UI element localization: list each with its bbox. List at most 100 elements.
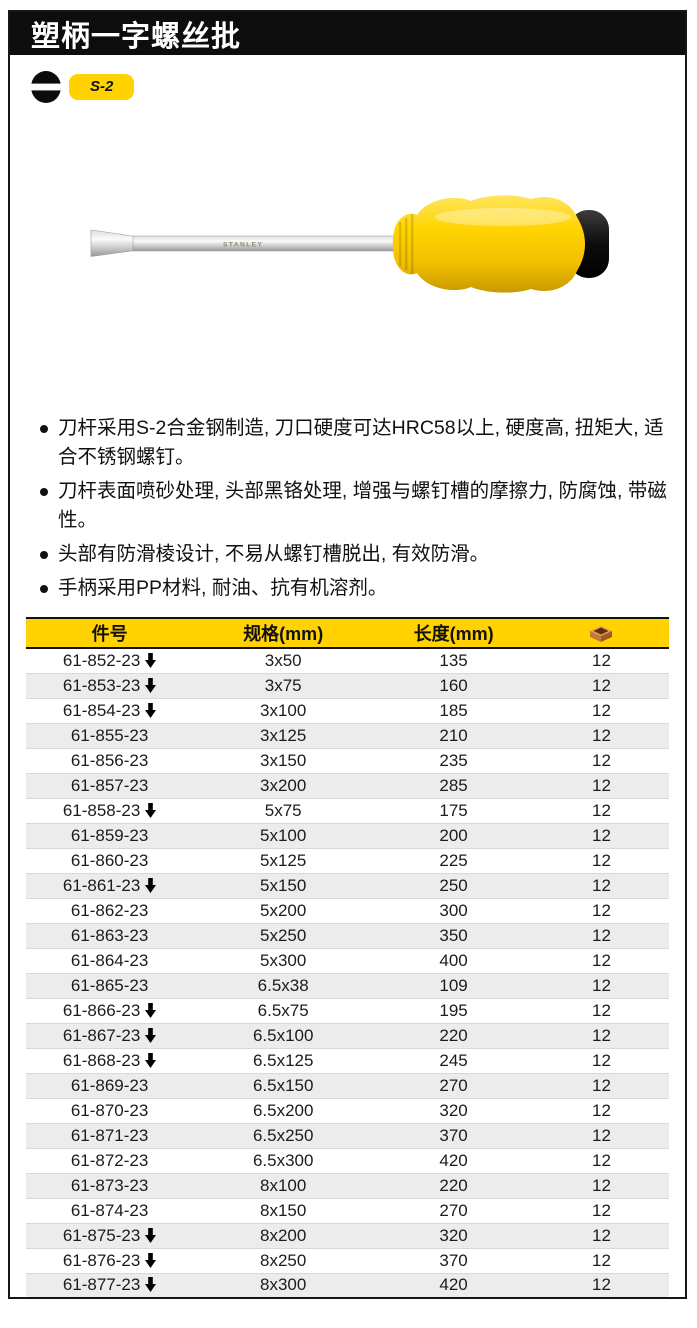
feature-item: 刀杆表面喷砂处理, 头部黑铬处理, 增强与螺钉槽的摩擦力, 防腐蚀, 带磁性。 bbox=[39, 477, 667, 535]
spec-value: 3x100 bbox=[193, 697, 374, 723]
part-number: 61-869-23 bbox=[70, 1075, 149, 1095]
pack-qty: 12 bbox=[533, 1197, 669, 1223]
part-number: 61-867-23 bbox=[62, 1025, 141, 1045]
pack-qty: 12 bbox=[533, 1147, 669, 1173]
length-value: 220 bbox=[373, 1022, 534, 1048]
part-number: 61-858-23 bbox=[62, 800, 141, 820]
table-row: 61-869-23 6.5x150 270 12 bbox=[26, 1072, 669, 1098]
pack-qty: 12 bbox=[533, 947, 669, 973]
length-value: 185 bbox=[373, 697, 534, 723]
part-number: 61-857-23 bbox=[70, 775, 149, 795]
new-item-arrow-icon bbox=[145, 1002, 157, 1018]
pack-qty: 12 bbox=[533, 1272, 669, 1297]
table-row: 61-872-23 6.5x300 420 12 bbox=[26, 1147, 669, 1173]
length-value: 285 bbox=[373, 772, 534, 798]
part-number: 61-873-23 bbox=[70, 1175, 149, 1195]
table-row: 61-866-23 6.5x75 195 12 bbox=[26, 997, 669, 1023]
shaft bbox=[132, 235, 403, 252]
length-value: 270 bbox=[373, 1197, 534, 1223]
spec-value: 5x250 bbox=[193, 922, 374, 948]
blade-tip bbox=[90, 229, 135, 257]
length-value: 370 bbox=[373, 1247, 534, 1273]
table-row: 61-877-23 8x300 420 12 bbox=[26, 1272, 669, 1297]
pack-qty: 12 bbox=[533, 722, 669, 748]
spec-value: 6.5x125 bbox=[193, 1047, 374, 1073]
spec-value: 5x300 bbox=[193, 947, 374, 973]
length-value: 220 bbox=[373, 1172, 534, 1198]
new-item-arrow-icon bbox=[145, 802, 157, 818]
handle-highlight bbox=[434, 208, 571, 226]
part-number: 61-853-23 bbox=[62, 675, 141, 695]
pack-qty: 12 bbox=[533, 747, 669, 773]
handle bbox=[392, 195, 585, 293]
table-row: 61-870-23 6.5x200 320 12 bbox=[26, 1097, 669, 1123]
part-number: 61-864-23 bbox=[70, 950, 149, 970]
new-item-arrow-icon bbox=[145, 1252, 157, 1268]
spec-value: 3x150 bbox=[193, 747, 374, 773]
spec-value: 8x200 bbox=[193, 1222, 374, 1248]
part-number: 61-862-23 bbox=[70, 900, 149, 920]
spec-value: 5x200 bbox=[193, 897, 374, 923]
length-value: 245 bbox=[373, 1047, 534, 1073]
new-item-arrow-icon bbox=[145, 877, 157, 893]
spec-value: 5x100 bbox=[193, 822, 374, 848]
pack-qty: 12 bbox=[533, 772, 669, 798]
spec-value: 8x150 bbox=[193, 1197, 374, 1223]
carton-icon bbox=[590, 625, 613, 642]
pack-qty: 12 bbox=[533, 1172, 669, 1198]
length-value: 175 bbox=[373, 797, 534, 823]
pack-qty: 12 bbox=[533, 1122, 669, 1148]
page-title: 塑柄一字螺丝批 bbox=[31, 20, 242, 53]
new-item-arrow-icon bbox=[145, 702, 157, 718]
grade-badge: S-2 bbox=[69, 74, 135, 100]
feature-list: 刀杆采用S-2合金钢制造, 刀口硬度可达HRC58以上, 硬度高, 扭矩大, 适… bbox=[39, 414, 667, 603]
pack-qty: 12 bbox=[533, 1047, 669, 1073]
length-value: 320 bbox=[373, 1222, 534, 1248]
spec-value: 6.5x75 bbox=[193, 997, 374, 1023]
col-header-length: 长度(mm) bbox=[373, 617, 534, 649]
length-value: 210 bbox=[373, 722, 534, 748]
part-number: 61-874-23 bbox=[70, 1200, 149, 1220]
length-value: 235 bbox=[373, 747, 534, 773]
length-value: 370 bbox=[373, 1122, 534, 1148]
table-row: 61-859-23 5x100 200 12 bbox=[26, 822, 669, 848]
table-row: 61-862-23 5x200 300 12 bbox=[26, 897, 669, 923]
spec-value: 6.5x150 bbox=[193, 1072, 374, 1098]
spec-value: 6.5x200 bbox=[193, 1097, 374, 1123]
table-row: 61-864-23 5x300 400 12 bbox=[26, 947, 669, 973]
length-value: 320 bbox=[373, 1097, 534, 1123]
length-value: 195 bbox=[373, 997, 534, 1023]
length-value: 160 bbox=[373, 672, 534, 698]
table-row: 61-873-23 8x100 220 12 bbox=[26, 1172, 669, 1198]
spec-value: 5x125 bbox=[193, 847, 374, 873]
part-number: 61-872-23 bbox=[70, 1150, 149, 1170]
new-item-arrow-icon bbox=[145, 1227, 157, 1243]
table-row: 61-857-23 3x200 285 12 bbox=[26, 772, 669, 798]
part-number: 61-866-23 bbox=[62, 1000, 141, 1020]
part-number: 61-865-23 bbox=[70, 975, 149, 995]
new-item-arrow-icon bbox=[145, 677, 157, 693]
table-row: 61-874-23 8x150 270 12 bbox=[26, 1197, 669, 1223]
spec-value: 6.5x250 bbox=[193, 1122, 374, 1148]
length-value: 400 bbox=[373, 947, 534, 973]
part-number: 61-875-23 bbox=[62, 1225, 141, 1245]
table-row: 61-875-23 8x200 320 12 bbox=[26, 1222, 669, 1248]
table-row: 61-867-23 6.5x100 220 12 bbox=[26, 1022, 669, 1048]
feature-text: 头部有防滑棱设计, 不易从螺钉槽脱出, 有效防滑。 bbox=[58, 543, 490, 565]
length-value: 270 bbox=[373, 1072, 534, 1098]
pack-qty: 12 bbox=[533, 1247, 669, 1273]
col-header-pack bbox=[533, 617, 669, 649]
spec-value: 5x75 bbox=[193, 797, 374, 823]
pack-qty: 12 bbox=[533, 847, 669, 873]
feature-item: 手柄采用PP材料, 耐油、抗有机溶剂。 bbox=[39, 574, 667, 603]
spec-value: 6.5x38 bbox=[193, 972, 374, 998]
new-item-arrow-icon bbox=[145, 1277, 157, 1292]
pack-qty: 12 bbox=[533, 872, 669, 898]
spec-value: 6.5x100 bbox=[193, 1022, 374, 1048]
part-number: 61-870-23 bbox=[70, 1100, 149, 1120]
length-value: 300 bbox=[373, 897, 534, 923]
length-value: 109 bbox=[373, 972, 534, 998]
table-row: 61-860-23 5x125 225 12 bbox=[26, 847, 669, 873]
pack-qty: 12 bbox=[533, 672, 669, 698]
spec-table-body: 61-852-23 3x50 135 12 61-853-23 3x75 160… bbox=[26, 648, 669, 1297]
